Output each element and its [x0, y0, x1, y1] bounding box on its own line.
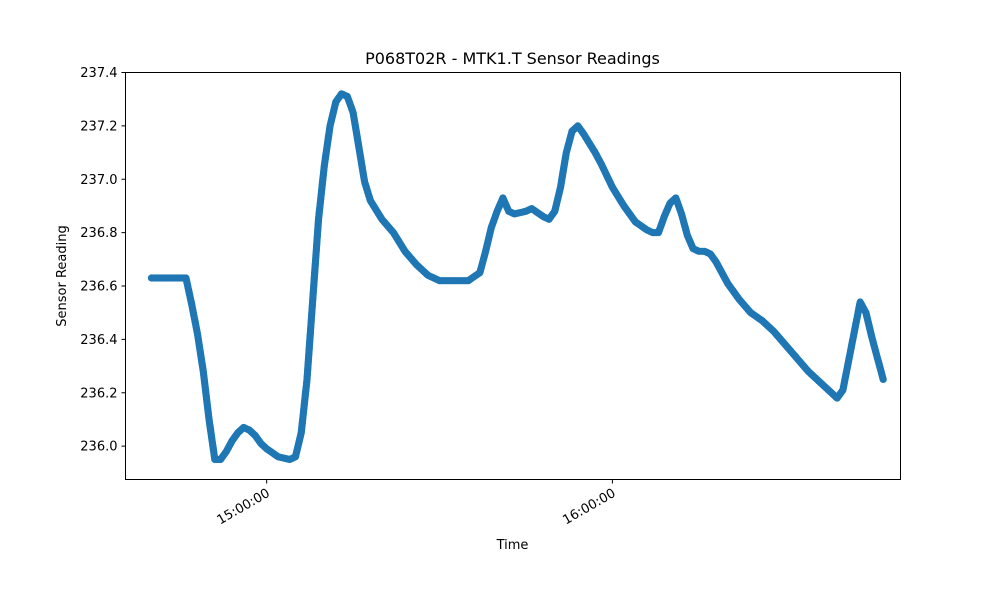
data-points: [147, 90, 887, 464]
y-tick-label: 236.4: [80, 333, 117, 348]
data-point: [879, 375, 887, 384]
y-tick-label: 236.6: [80, 280, 117, 295]
y-tick-label: 236.8: [80, 226, 117, 241]
y-tick-label: 236.0: [80, 440, 117, 455]
x-axis-label: Time: [496, 538, 529, 553]
chart-title: P068T02R - MTK1.T Sensor Readings: [365, 49, 660, 68]
y-axis: 236.0 236.2 236.4 236.6 236.8 237.0 237.2 237.4: [80, 66, 126, 455]
y-tick-label: 237.4: [80, 66, 117, 81]
plot-frame: [125, 72, 901, 480]
y-tick-label: 237.2: [80, 119, 117, 134]
y-tick-label: 236.2: [80, 386, 117, 401]
y-tick-label: 237.0: [80, 173, 117, 188]
y-axis-label: Sensor Reading: [55, 225, 70, 326]
